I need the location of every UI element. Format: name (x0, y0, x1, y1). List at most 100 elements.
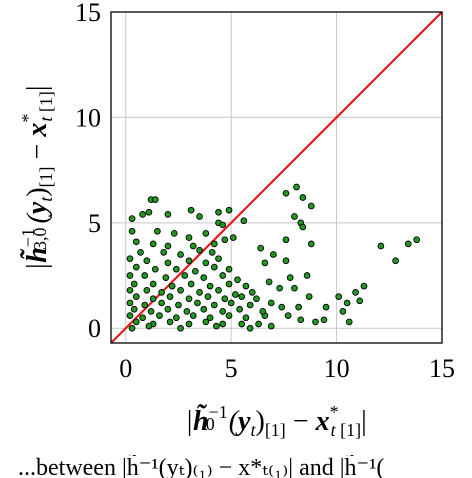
data-point-31 (143, 257, 151, 265)
data-point-89 (173, 314, 180, 322)
data-point-12 (219, 221, 227, 229)
data-point-102 (255, 320, 262, 328)
data-point-8 (215, 208, 222, 216)
x-tick-labels: 0 5 10 15 (119, 354, 455, 383)
data-point-22 (189, 242, 197, 250)
data-point-88 (156, 312, 163, 319)
data-point-97 (166, 318, 174, 326)
data-point-91 (206, 314, 214, 322)
data-point-59 (177, 286, 184, 294)
data-point-67 (185, 295, 193, 303)
data-point-16 (170, 230, 178, 237)
data-point-146 (413, 236, 421, 244)
data-point-30 (126, 255, 134, 263)
data-point-135 (322, 303, 330, 311)
data-point-105 (145, 322, 153, 330)
data-point-46 (200, 274, 208, 281)
data-point-4 (145, 208, 153, 216)
x-tick-label-0: 0 (119, 354, 132, 383)
data-point-125 (276, 284, 284, 292)
data-point-134 (297, 316, 305, 324)
data-points (126, 183, 421, 332)
data-point-145 (404, 240, 412, 248)
data-point-26 (160, 248, 168, 256)
y-tick-label-0: 0 (88, 314, 101, 343)
data-point-43 (141, 272, 149, 279)
data-point-70 (238, 293, 246, 300)
data-point-86 (126, 312, 134, 319)
data-point-54 (225, 280, 233, 288)
data-point-50 (149, 280, 157, 288)
data-point-132 (259, 308, 267, 315)
data-point-53 (206, 282, 214, 290)
data-point-39 (191, 267, 199, 275)
data-point-2 (128, 215, 136, 222)
x-axis-label: |h̃−1 0 (yt)[1] − x* t [1]| (185, 402, 366, 440)
data-point-124 (265, 278, 273, 286)
data-point-55 (242, 282, 250, 290)
y-tick-label-1: 5 (88, 209, 101, 238)
data-point-112 (291, 213, 298, 220)
data-point-103 (267, 322, 275, 330)
data-point-90 (189, 312, 197, 319)
data-point-144 (392, 257, 399, 265)
data-point-121 (307, 240, 315, 248)
data-point-133 (284, 312, 292, 319)
reference-line-group (110, 11, 443, 344)
data-point-47 (219, 272, 227, 279)
data-point-71 (126, 299, 134, 307)
data-point-78 (246, 301, 254, 309)
data-point-48 (234, 276, 241, 284)
data-point-76 (210, 301, 218, 309)
data-point-87 (139, 314, 146, 322)
data-point-15 (154, 227, 161, 235)
data-point-141 (345, 318, 353, 326)
data-point-115 (307, 202, 315, 210)
plot-frame (110, 11, 443, 344)
data-point-24 (221, 236, 229, 244)
x-tick-label-2: 10 (324, 354, 350, 383)
data-point-56 (126, 286, 134, 294)
data-point-18 (202, 230, 210, 237)
data-point-61 (215, 286, 222, 294)
data-point-106 (177, 324, 184, 332)
data-point-108 (246, 324, 254, 332)
data-point-66 (166, 293, 174, 300)
data-point-72 (141, 301, 149, 309)
figure-caption: ...between |h̃⁻¹(yₜ)₍₁₎ − x*ₜ₍₁₎| and |h… (0, 455, 472, 478)
data-point-93 (242, 314, 250, 322)
data-point-6 (187, 206, 195, 214)
data-point-147 (312, 318, 319, 326)
data-point-44 (162, 274, 170, 281)
data-point-126 (291, 284, 298, 292)
data-point-68 (204, 293, 212, 300)
data-point-29 (208, 248, 216, 256)
data-point-120 (282, 257, 290, 265)
data-point-35 (215, 255, 222, 263)
reference-line (110, 11, 443, 344)
data-point-118 (269, 251, 277, 258)
data-point-130 (278, 303, 286, 311)
data-point-19 (132, 238, 140, 246)
data-point-138 (339, 308, 347, 315)
data-point-101 (238, 320, 246, 328)
data-point-123 (303, 272, 311, 279)
y-tick-label-2: 10 (75, 103, 101, 132)
x-tick-label-3: 15 (429, 354, 455, 383)
data-point-85 (236, 305, 243, 313)
data-point-36 (132, 263, 140, 271)
data-point-107 (213, 322, 220, 330)
data-point-111 (299, 194, 307, 201)
data-point-110 (293, 183, 300, 191)
data-point-116 (282, 236, 290, 244)
data-point-28 (196, 246, 203, 254)
data-point-64 (132, 293, 140, 300)
data-point-69 (221, 295, 229, 303)
data-point-57 (143, 286, 151, 294)
data-point-75 (194, 299, 201, 307)
data-point-98 (185, 320, 193, 328)
data-point-131 (295, 303, 302, 311)
data-point-117 (257, 244, 265, 252)
data-point-49 (130, 280, 138, 288)
